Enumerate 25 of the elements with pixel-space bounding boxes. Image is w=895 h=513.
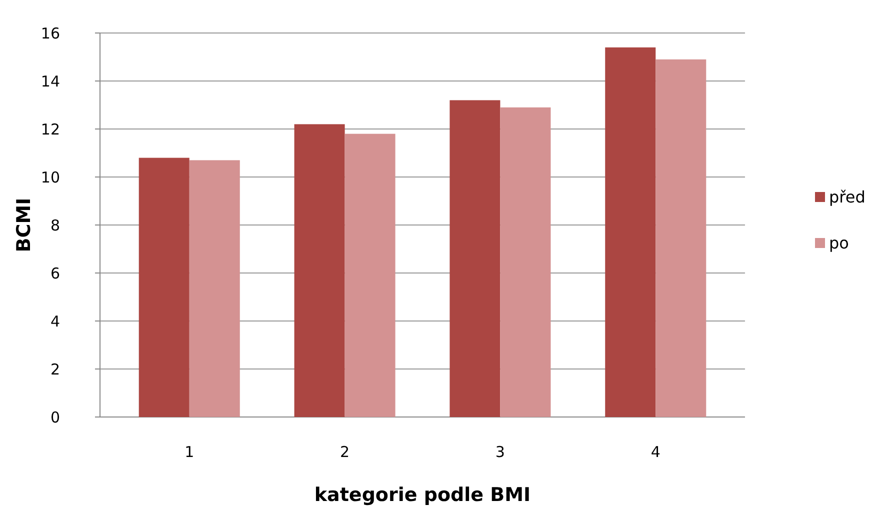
bar	[344, 134, 396, 417]
x-tick-label: 2	[340, 443, 350, 461]
y-tick-label: 4	[50, 312, 60, 330]
legend-label: před	[829, 188, 866, 207]
bar	[656, 59, 706, 417]
bar	[189, 160, 240, 417]
x-tick-label: 1	[184, 443, 194, 461]
y-tick-label: 16	[40, 24, 60, 42]
y-tick-label: 0	[50, 408, 60, 426]
y-tick-label: 12	[40, 120, 60, 138]
bar	[450, 100, 500, 417]
y-axis-title: BCMI	[13, 198, 35, 252]
y-tick-label: 2	[50, 360, 60, 378]
bar	[138, 158, 190, 417]
x-tick-label: 4	[650, 443, 660, 461]
bar	[500, 107, 551, 417]
y-tick-label: 8	[50, 216, 60, 234]
x-axis-title: kategorie podle BMI	[314, 484, 531, 506]
x-tick-label: 3	[495, 443, 505, 461]
y-tick-label: 14	[40, 72, 60, 90]
y-tick-label: 6	[50, 264, 60, 282]
bar	[294, 124, 345, 417]
bar	[605, 47, 656, 417]
legend-label: po	[829, 234, 849, 253]
y-tick-label: 10	[40, 168, 60, 186]
